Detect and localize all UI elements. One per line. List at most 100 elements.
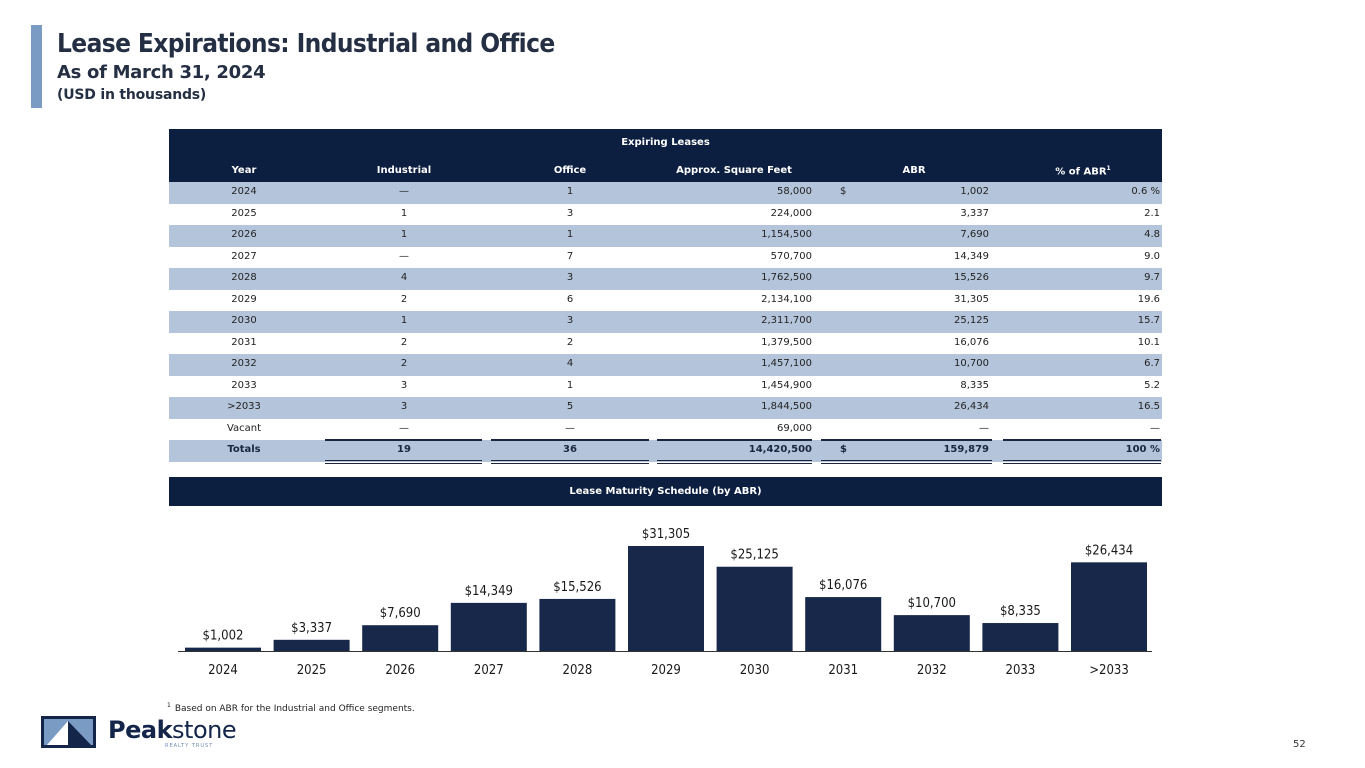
table-row: 2026 1 1 1,154,500 7,690 4.8 [169,225,1162,247]
col-header-sqft: Approx. Square Feet [676,165,792,176]
x-tick-label: 2027 [474,663,504,678]
bar->2033 [1071,562,1147,651]
footnote-marker: 1 [167,702,171,709]
x-tick-label: 2028 [563,663,593,678]
data-label: $15,526 [553,580,601,595]
table-group-title: Expiring Leases [621,137,710,148]
table-row: 2030 1 3 2,311,700 25,125 15.7 [169,311,1162,333]
totals-underline [1003,439,1161,441]
cell-industrial: 3 [400,401,408,412]
x-tick-label: 2031 [828,663,858,678]
x-tick-label: 2026 [385,663,415,678]
cell-pct: 5.2 [1144,379,1160,391]
table-row: 2033 3 1 1,454,900 8,335 5.2 [169,376,1162,398]
col-header-pct-abr-label: % of ABR [1055,166,1107,178]
cell-year: 2026 [231,229,257,240]
cell-abr: 8,335 [960,379,989,391]
cell-office: 1 [566,229,574,240]
table-row: Vacant — — 69,000 — — [169,419,1162,441]
data-label: $8,335 [1000,604,1041,619]
cell-year: 2024 [231,186,257,197]
data-label: $31,305 [642,527,690,542]
page-number: 52 [1293,739,1306,750]
peakstone-logo-icon [41,716,96,748]
totals-pct: 100 % [1125,444,1160,455]
table-row: 2028 4 3 1,762,500 15,526 9.7 [169,268,1162,290]
cell-industrial: 1 [400,207,408,219]
cell-industrial: 1 [400,229,408,240]
page-subtitle: As of March 31, 2024 [57,62,266,83]
cell-industrial: — [399,422,409,434]
logo-name-bold: Peak [108,716,173,744]
cell-industrial: — [399,250,409,262]
bar-2026 [362,625,439,651]
cell-sqft: 58,000 [777,186,812,197]
col-header-abr: ABR [902,165,926,176]
table-header: Expiring Leases Year Industrial Office A… [169,129,1162,182]
cell-industrial: 1 [400,315,408,326]
table-row: 2027 — 7 570,700 14,349 9.0 [169,247,1162,269]
cell-abr: 31,305 [954,293,989,305]
x-tick-label: 2030 [740,663,770,678]
col-header-office: Office [553,165,587,176]
cell-sqft: 2,311,700 [761,315,812,326]
bar-2025 [273,639,350,651]
cell-office: 3 [566,207,574,219]
cell-year: 2033 [231,379,257,391]
cell-office: 5 [566,401,574,412]
bar-2031 [805,597,882,651]
cell-pct: 16.5 [1137,401,1160,412]
totals-office: 36 [563,444,577,455]
cell-sqft: 570,700 [770,250,812,262]
totals-abr: 159,879 [943,444,989,455]
table-row: 2029 2 6 2,134,100 31,305 19.6 [169,290,1162,312]
cell-dollar: $ [840,186,847,197]
cell-industrial: 2 [400,336,408,348]
cell-sqft: 1,154,500 [761,229,812,240]
cell-pct: 0.6 % [1131,186,1160,197]
cell-abr: 7,690 [960,229,989,240]
totals-double-underline [491,460,649,464]
cell-abr: 26,434 [954,401,989,412]
cell-pct: 2.1 [1144,207,1160,219]
cell-abr: 10,700 [954,358,989,369]
totals-underline [325,439,482,441]
logo-wordmark: Peakstone [108,716,237,744]
x-tick-label: 2024 [208,663,238,678]
x-tick-label: 2029 [651,663,681,678]
cell-abr: 1,002 [960,186,989,197]
cell-industrial: 4 [400,272,408,283]
data-label: $25,125 [730,548,778,563]
table-row: 2032 2 4 1,457,100 10,700 6.7 [169,354,1162,376]
cell-year: 2031 [231,336,257,348]
x-tick-label: 2025 [297,663,327,678]
col-header-year: Year [231,165,257,176]
cell-abr: — [979,422,989,434]
cell-year: 2028 [231,272,257,283]
cell-pct: 10.1 [1137,336,1160,348]
cell-abr: 16,076 [954,336,989,348]
col-header-industrial: Industrial [376,165,432,176]
data-label: $3,337 [291,621,332,636]
totals-double-underline [1003,460,1161,464]
page-title: Lease Expirations: Industrial and Office [57,29,555,59]
title-accent-bar [31,25,42,108]
table-row: 2031 2 2 1,379,500 16,076 10.1 [169,333,1162,355]
footnote-marker: 1 [1106,165,1111,172]
table-row: 2025 1 3 224,000 3,337 2.1 [169,204,1162,226]
totals-double-underline [657,460,812,464]
totals-industrial: 19 [397,444,411,455]
cell-office: 1 [566,186,574,197]
footnote: 1 Based on ABR for the Industrial and Off… [167,702,415,714]
cell-abr: 25,125 [954,315,989,326]
footnote-text: Based on ABR for the Industrial and Offi… [174,704,415,714]
lease-expirations-table: Expiring Leases Year Industrial Office A… [169,129,1162,464]
cell-pct: 4.8 [1144,229,1160,240]
data-label: $7,690 [380,606,421,621]
cell-sqft: 1,379,500 [761,336,812,348]
totals-year: Totals [227,444,261,455]
x-tick-label: 2032 [917,663,947,678]
cell-industrial: 2 [400,358,408,369]
logo-tagline: REALTY TRUST [165,743,214,749]
cell-sqft: 224,000 [770,207,812,219]
